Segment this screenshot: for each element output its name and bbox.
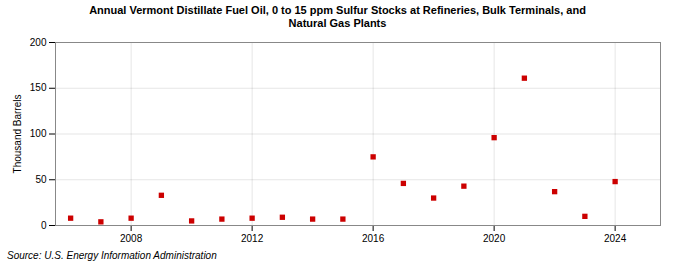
- svg-text:150: 150: [30, 83, 47, 94]
- html-text:Annual Vermont Distillate Fuel: Annual Vermont Distillate Fuel Oil, 0 to…: [89, 4, 586, 30]
- svg-text:0: 0: [41, 220, 47, 231]
- svg-text:2012: 2012: [241, 233, 264, 244]
- svg-text:200: 200: [30, 37, 47, 48]
- svg-text:50: 50: [35, 174, 47, 185]
- svg-text:100: 100: [30, 129, 47, 140]
- svg-text:2008: 2008: [120, 233, 143, 244]
- html-text:Source: U.S. Energy Informatio: Source: U.S. Energy Information Administ…: [7, 250, 217, 262]
- svg-text:2024: 2024: [604, 233, 627, 244]
- svg-text:2016: 2016: [362, 233, 385, 244]
- svg-text:2020: 2020: [483, 233, 506, 244]
- svg-text:Thousand Barrels: Thousand Barrels: [12, 95, 23, 174]
